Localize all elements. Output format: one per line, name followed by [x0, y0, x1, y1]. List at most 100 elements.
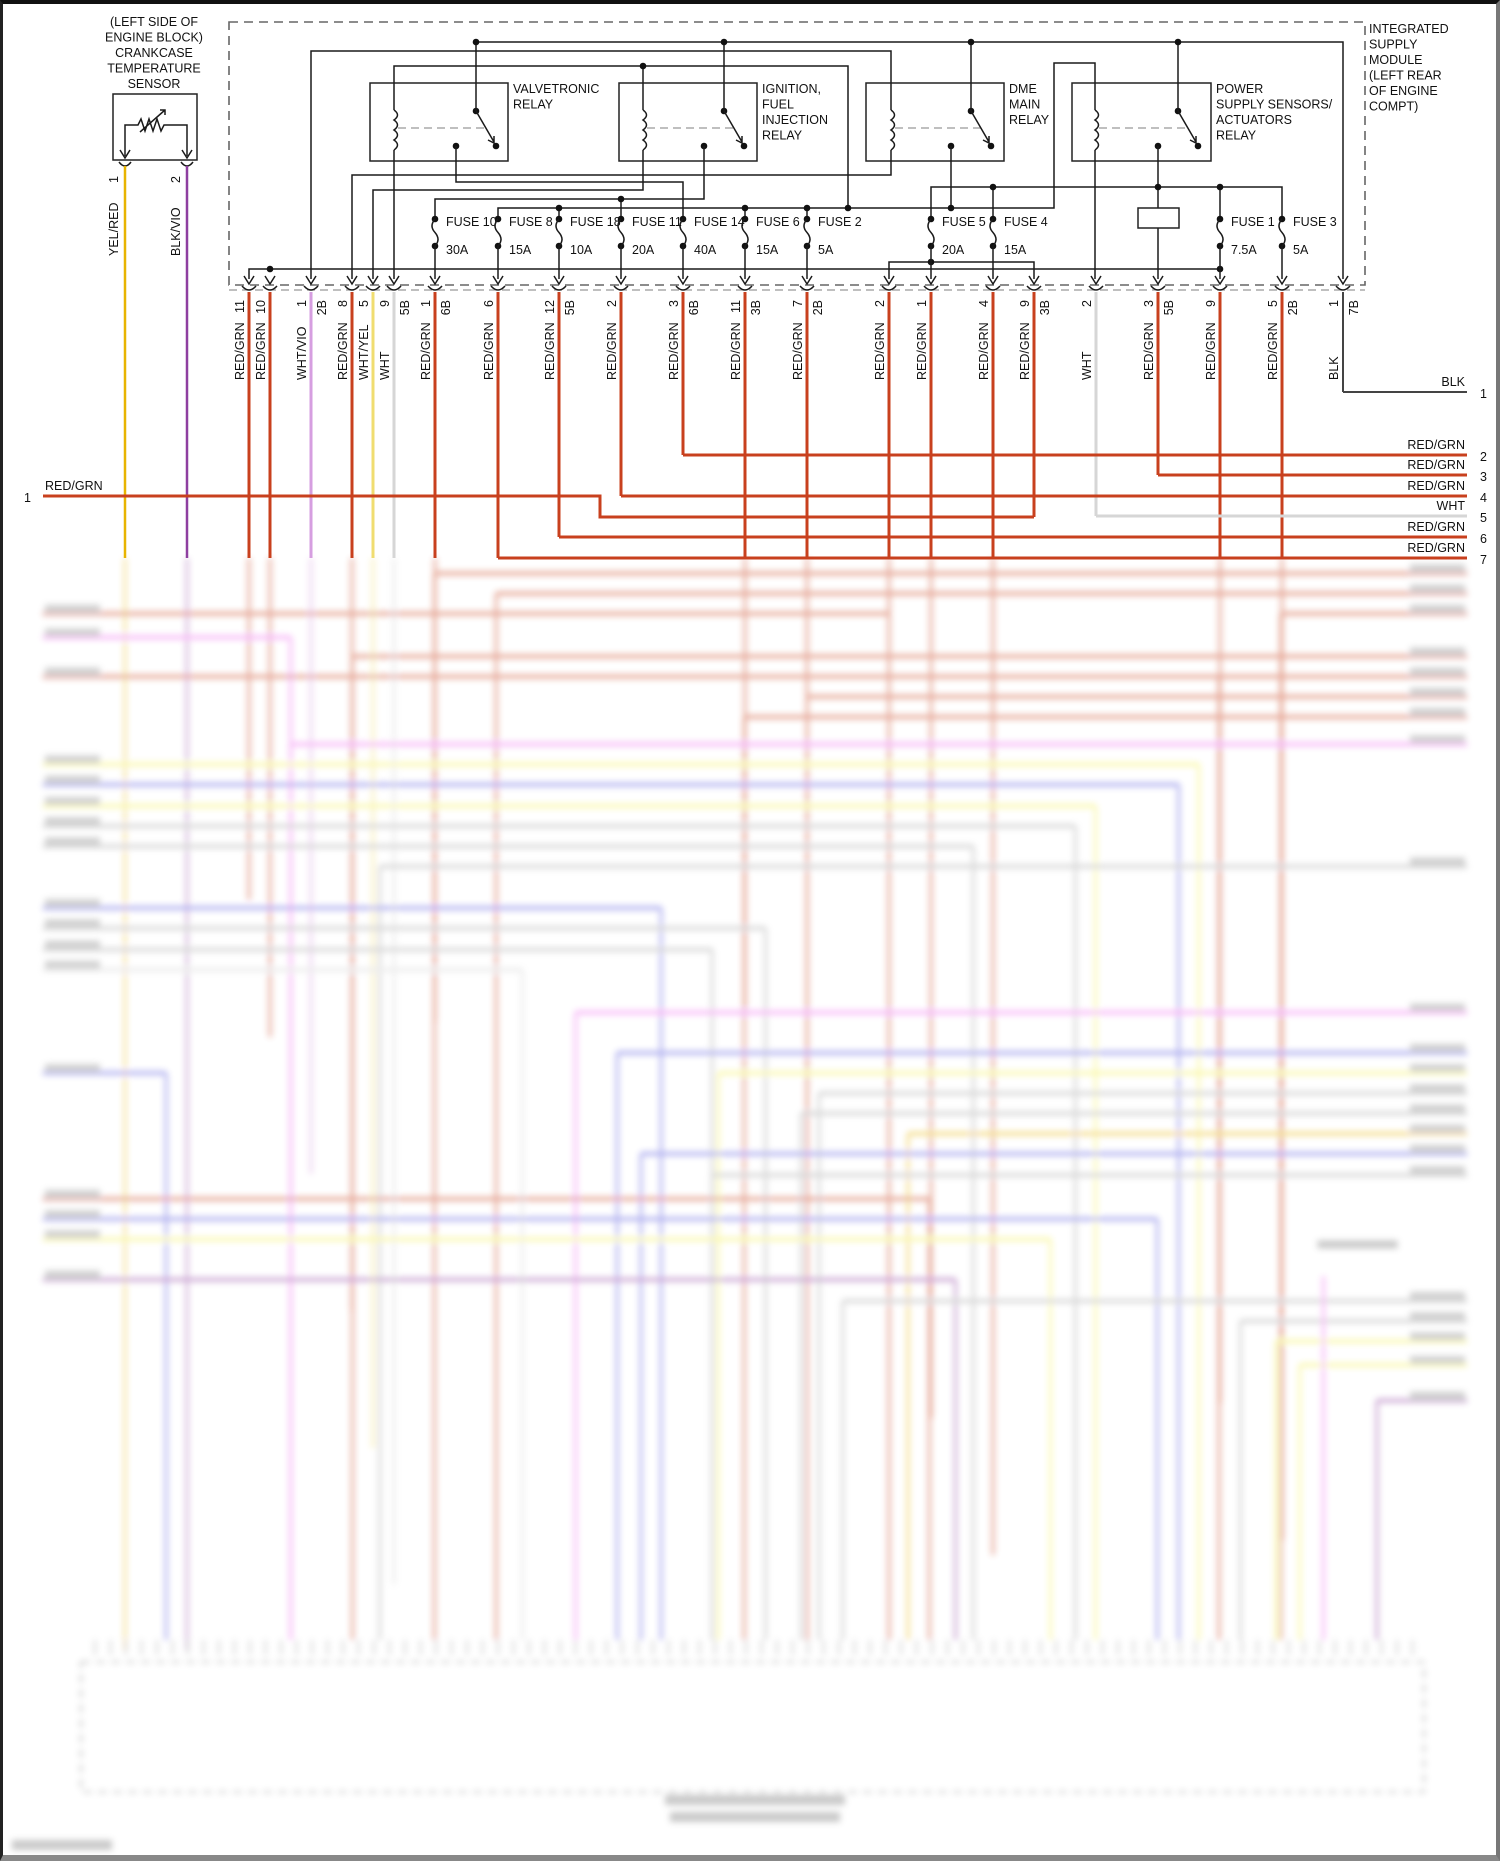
pin-arrow-icon [739, 275, 751, 286]
left-wire-label: RED/GRN [45, 479, 103, 493]
right-wire-label: BLK [1441, 375, 1465, 389]
fuse-icon [431, 218, 439, 247]
pin-arrow-icon [1152, 275, 1164, 286]
blurred-label [1410, 667, 1465, 676]
junction-dot [741, 204, 749, 212]
right-wire-label: RED/GRN [1407, 520, 1465, 534]
relay-coil-icon [1093, 109, 1100, 151]
pin-arrow-icon [801, 275, 813, 286]
pin-number: 11 [233, 300, 247, 313]
junction-dot [989, 183, 997, 191]
relay-box [618, 82, 758, 162]
left-wire-1 [43, 494, 1034, 519]
relay-coil-icon [392, 109, 399, 151]
pin-number: 3 [1142, 300, 1156, 307]
sensor-label: CRANKCASE [115, 46, 193, 60]
relay-label: RELAY [762, 129, 803, 143]
relay-label: RELAY [513, 98, 554, 112]
relay-label: SUPPLY SENSORS/ [1216, 98, 1333, 112]
junction-dot [1154, 183, 1162, 191]
blurred-label [1410, 1312, 1465, 1321]
fuse-label: FUSE 5 [942, 215, 986, 229]
junction-dot [1194, 142, 1202, 150]
relay-label: FUEL [762, 98, 794, 112]
blurred-label [1410, 1084, 1465, 1093]
right-wire-number: 3 [1480, 470, 1487, 484]
relay-label: RELAY [1216, 129, 1257, 143]
pin-number: 2 [605, 300, 619, 307]
pin-cavity: 2B [315, 300, 329, 315]
wire-color-label: WHT/VIO [295, 326, 309, 380]
junction-dot [947, 204, 955, 212]
right-wire-number: 4 [1480, 491, 1487, 505]
fuse-label: FUSE 2 [818, 215, 862, 229]
blurred-label [45, 940, 100, 949]
pin-number: 6 [482, 300, 496, 307]
blurred-label [1410, 584, 1465, 593]
pin-arrow-icon [553, 275, 565, 286]
pin-number: 10 [254, 300, 268, 314]
junction-dot [844, 204, 852, 212]
pin-arrow-icon [1337, 275, 1349, 286]
right-wire-number: 2 [1480, 450, 1487, 464]
fuse-icon [494, 218, 502, 247]
pin-socket-icon [365, 285, 381, 291]
internal-wire [888, 261, 1035, 279]
module-label: OF ENGINE [1369, 84, 1438, 98]
fuse-label: FUSE 11 [632, 215, 682, 229]
pin-socket-icon [881, 285, 897, 291]
pin-arrow-icon [264, 275, 276, 286]
blurred-label [45, 837, 100, 846]
pin-cavity: 6B [439, 300, 453, 315]
sensor-wire-label: YEL/RED [107, 203, 121, 257]
pin-socket-icon [1026, 285, 1042, 291]
pin-socket-icon [1150, 285, 1166, 291]
pin-number: 9 [1018, 300, 1032, 307]
blurred-label [45, 755, 100, 764]
internal-wire [930, 186, 1283, 218]
pin-socket-icon [1088, 285, 1104, 291]
junction-dot [967, 38, 975, 46]
pin-number: 1 [295, 300, 309, 307]
pin-number: 2 [873, 300, 887, 307]
right-wire-number: 6 [1480, 532, 1487, 546]
junction-dot [617, 195, 625, 203]
pin-socket-icon [613, 285, 629, 291]
wire-color-label: RED/GRN [605, 322, 619, 380]
fuse-rating: 20A [942, 243, 965, 257]
internal-wire [434, 146, 705, 218]
wire-color-label: RED/GRN [667, 322, 681, 380]
pin-number: 2 [1080, 300, 1094, 307]
right-wire-label: RED/GRN [1407, 438, 1465, 452]
pin-arrow-icon [987, 275, 999, 286]
wire-color-label: RED/GRN [791, 322, 805, 380]
blurred-label [1410, 1043, 1465, 1052]
sensor-pin-number: 2 [169, 176, 183, 183]
fuse-rating: 30A [446, 243, 469, 257]
fuse-icon [741, 218, 749, 247]
junction-dot [803, 204, 811, 212]
fuse-icon [555, 218, 563, 247]
module-boundary [228, 21, 1366, 286]
wire-color-label: RED/GRN [729, 322, 743, 380]
pin-number: 3 [667, 300, 681, 307]
pin-socket-icon [303, 285, 319, 291]
relay-box [369, 82, 509, 162]
junction-dot [1174, 38, 1182, 46]
pin-arrow-icon [677, 275, 689, 286]
blurred-label [1410, 1391, 1465, 1400]
relay-label: ACTUATORS [1216, 113, 1292, 127]
blurred-label [1410, 647, 1465, 656]
sensor-box [112, 93, 198, 161]
relay-coil-icon [641, 109, 648, 151]
pin-number: 1 [419, 300, 433, 307]
pin-cavity: 5B [563, 300, 577, 315]
sensor-label: TEMPERATURE [107, 62, 201, 76]
blurred-label [1410, 604, 1465, 613]
pin-arrow-icon [429, 275, 441, 286]
right-wire-label: RED/GRN [1407, 541, 1465, 555]
fuse-label: FUSE 18 [570, 215, 621, 229]
right-wire-number: 5 [1480, 511, 1487, 525]
fuse-rating: 15A [756, 243, 779, 257]
pin-socket-icon [118, 161, 132, 167]
